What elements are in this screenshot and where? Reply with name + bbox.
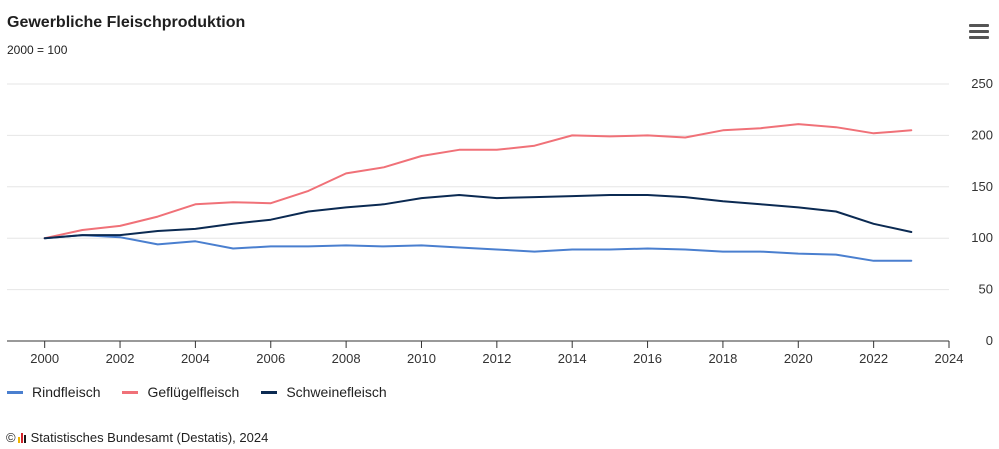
- x-tick-label: 2022: [859, 351, 888, 366]
- x-tick-label: 2014: [558, 351, 587, 366]
- series-line-0: [43, 234, 913, 262]
- x-tick-label: 2006: [256, 351, 285, 366]
- x-tick-label: 2008: [332, 351, 361, 366]
- y-tick-label: 250: [971, 76, 993, 91]
- x-tick-label: 2018: [708, 351, 737, 366]
- x-tick-label: 2024: [935, 351, 964, 366]
- credit: © Statistisches Bundesamt (Destatis), 20…: [6, 430, 268, 445]
- x-tick-label: 2004: [181, 351, 210, 366]
- x-tick-label: 2010: [407, 351, 436, 366]
- legend-label: Geflügelfleisch: [147, 384, 240, 400]
- x-axis: 2000 2002 2004 2006 2008 2010 2012 2014 2016 2018…: [7, 340, 964, 366]
- x-tick-label: 2002: [106, 351, 135, 366]
- series-lines: [43, 123, 913, 262]
- copyright-symbol: ©: [6, 430, 16, 445]
- legend-item[interactable]: Geflügelfleisch: [122, 384, 239, 400]
- gridlines: [7, 83, 949, 291]
- legend-label: Rindfleisch: [32, 384, 101, 400]
- legend-swatch: [122, 390, 139, 394]
- y-tick-label: 200: [971, 127, 993, 142]
- y-axis-ticks: 0 50 100 150 200 250: [971, 76, 993, 348]
- series-line-1: [43, 123, 913, 240]
- x-tick-label: 2000: [30, 351, 59, 366]
- y-tick-label: 100: [971, 230, 993, 245]
- x-tick-label: 2016: [633, 351, 662, 366]
- credit-text: Statistisches Bundesamt (Destatis), 2024: [30, 430, 269, 445]
- legend-item[interactable]: Schweinefleisch: [261, 384, 387, 400]
- hamburger-menu-icon[interactable]: [969, 24, 989, 40]
- y-tick-label: 50: [979, 282, 993, 297]
- legend-label: Schweinefleisch: [286, 384, 387, 400]
- destatis-logo-icon: [17, 432, 27, 443]
- y-tick-label: 150: [971, 179, 993, 194]
- legend-swatch: [7, 390, 23, 394]
- chart-subtitle: 2000 = 100: [7, 43, 68, 57]
- y-tick-label: 0: [986, 333, 993, 348]
- legend: Rindfleisch Geflügelfleisch Schweinefleisc…: [7, 384, 409, 400]
- series-line-2: [43, 194, 913, 240]
- chart-title: Gewerbliche Fleischproduktion: [7, 14, 246, 31]
- legend-item[interactable]: Rindfleisch: [7, 384, 100, 400]
- x-tick-label: 2020: [784, 351, 813, 366]
- x-tick-label: 2012: [482, 351, 511, 366]
- legend-swatch: [261, 390, 278, 394]
